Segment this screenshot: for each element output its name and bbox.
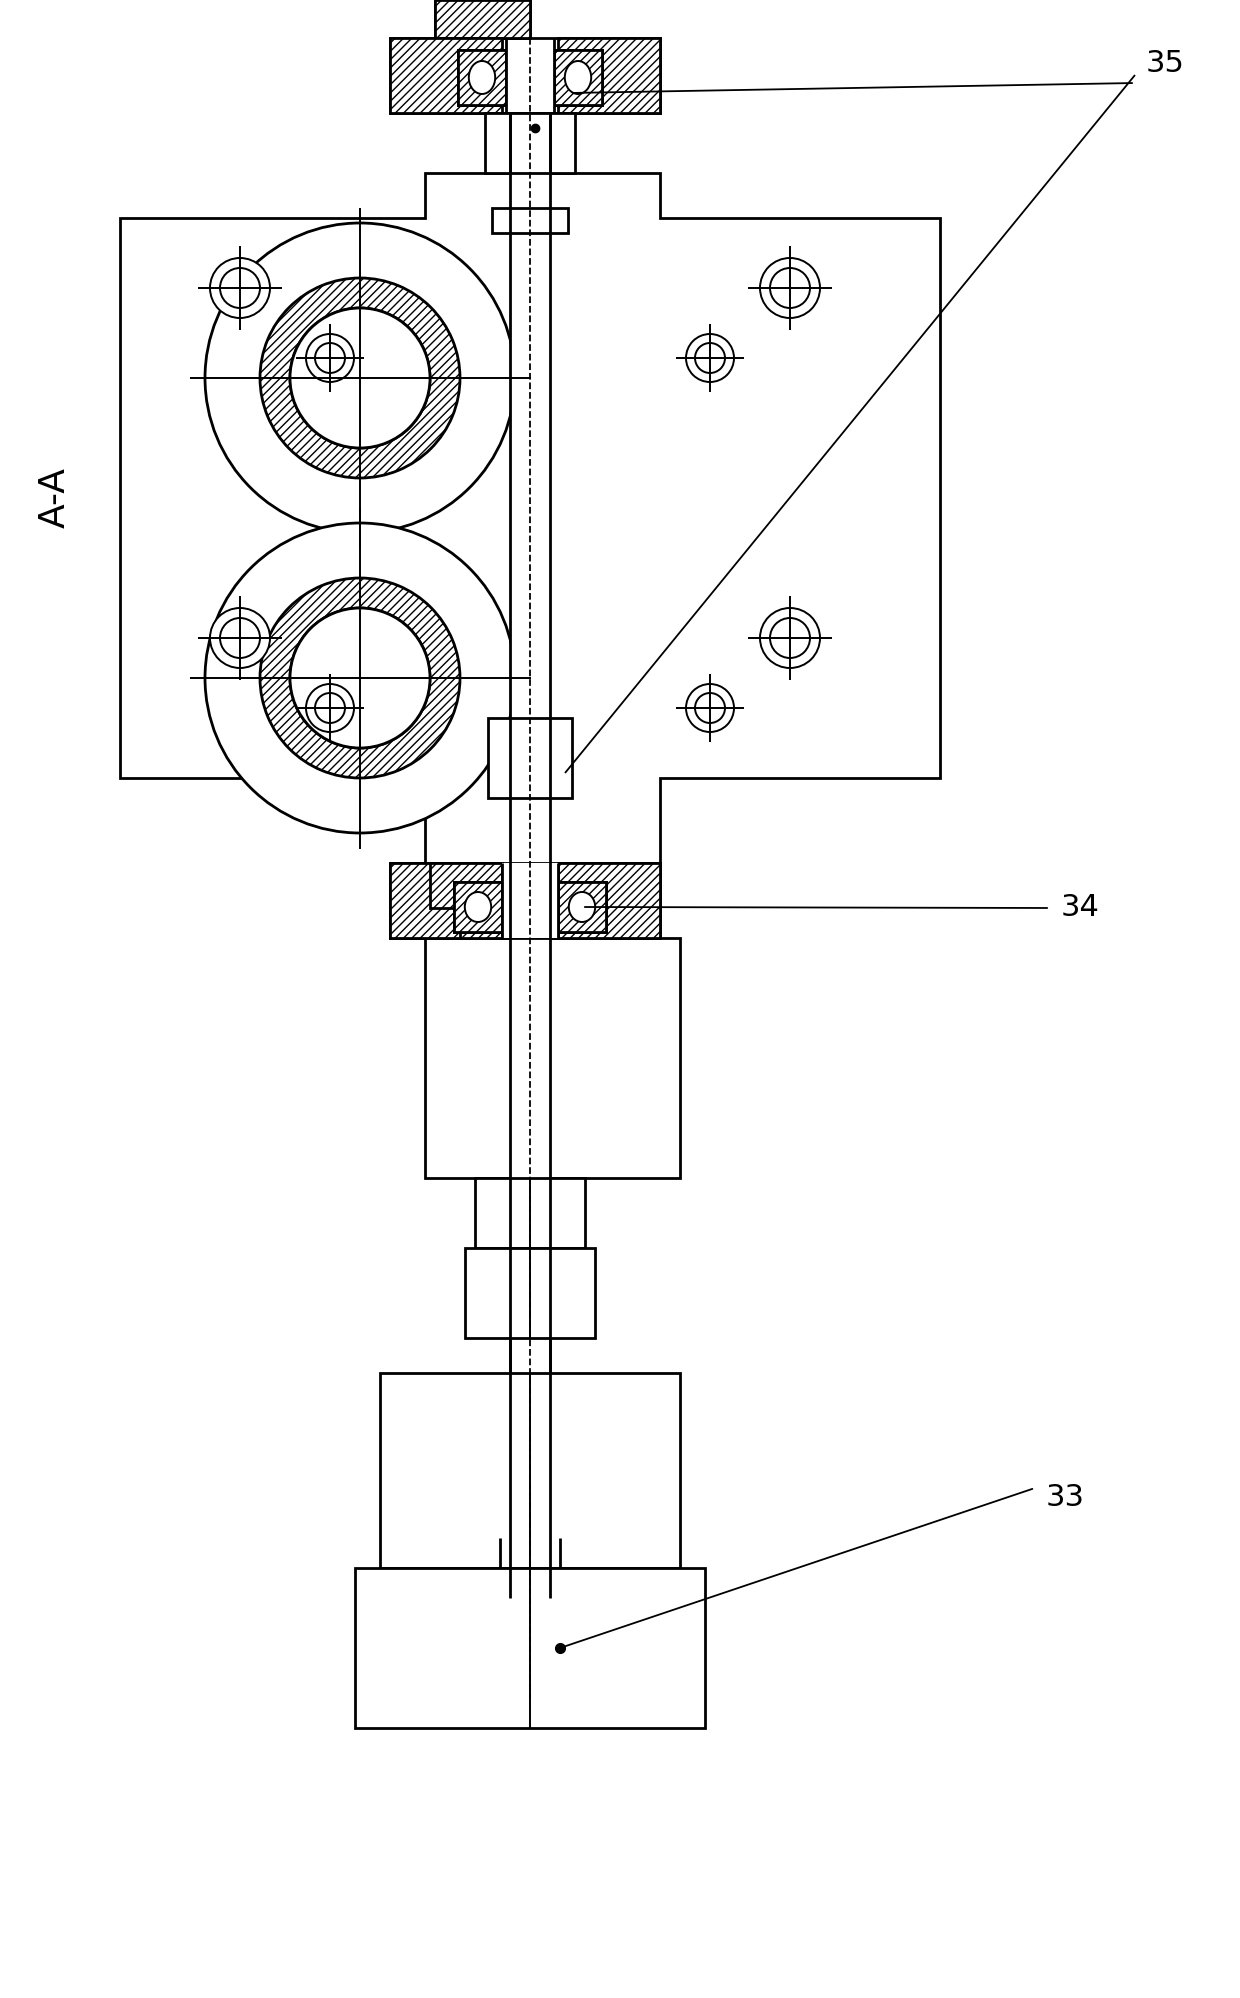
Text: A-A: A-A bbox=[38, 468, 72, 529]
Bar bbox=[554, 50, 601, 106]
Circle shape bbox=[205, 523, 515, 833]
Circle shape bbox=[760, 258, 820, 318]
Polygon shape bbox=[391, 38, 502, 114]
Circle shape bbox=[694, 344, 725, 374]
Bar bbox=[391, 863, 660, 937]
Bar bbox=[435, 0, 529, 38]
Circle shape bbox=[205, 224, 515, 533]
Circle shape bbox=[210, 258, 270, 318]
Polygon shape bbox=[454, 881, 502, 931]
Polygon shape bbox=[558, 38, 660, 114]
Circle shape bbox=[770, 268, 810, 308]
Polygon shape bbox=[458, 50, 506, 106]
Circle shape bbox=[760, 607, 820, 667]
Polygon shape bbox=[435, 0, 529, 38]
Bar bbox=[458, 50, 506, 106]
Circle shape bbox=[306, 334, 353, 382]
Bar bbox=[558, 881, 606, 931]
Bar bbox=[379, 1373, 680, 1568]
Bar bbox=[502, 863, 558, 937]
Polygon shape bbox=[120, 174, 940, 897]
Polygon shape bbox=[391, 863, 502, 937]
Bar bbox=[492, 208, 568, 234]
Polygon shape bbox=[554, 50, 601, 106]
Circle shape bbox=[290, 607, 430, 747]
Circle shape bbox=[219, 617, 260, 657]
Circle shape bbox=[694, 693, 725, 723]
Wedge shape bbox=[260, 577, 460, 777]
Circle shape bbox=[210, 607, 270, 667]
Bar bbox=[465, 1249, 595, 1339]
Ellipse shape bbox=[569, 891, 595, 921]
Bar bbox=[355, 1568, 706, 1728]
Circle shape bbox=[290, 308, 430, 448]
Polygon shape bbox=[558, 881, 606, 931]
Bar bbox=[475, 1179, 585, 1249]
Circle shape bbox=[315, 344, 345, 374]
Polygon shape bbox=[391, 863, 460, 937]
Text: 34: 34 bbox=[1060, 893, 1100, 923]
Ellipse shape bbox=[469, 62, 495, 94]
Ellipse shape bbox=[465, 891, 491, 921]
Bar bbox=[510, 114, 551, 1598]
Bar bbox=[506, 48, 554, 108]
Circle shape bbox=[315, 693, 345, 723]
Wedge shape bbox=[260, 278, 460, 478]
Bar bbox=[489, 717, 572, 797]
Bar bbox=[485, 114, 575, 174]
Circle shape bbox=[306, 683, 353, 731]
Circle shape bbox=[686, 683, 734, 731]
Circle shape bbox=[770, 617, 810, 657]
Text: 35: 35 bbox=[1146, 48, 1184, 78]
Polygon shape bbox=[558, 863, 660, 937]
Circle shape bbox=[219, 268, 260, 308]
Bar bbox=[425, 937, 680, 1179]
Bar bbox=[391, 38, 660, 114]
Bar bbox=[454, 881, 502, 931]
Text: 33: 33 bbox=[1045, 1483, 1085, 1512]
Circle shape bbox=[686, 334, 734, 382]
Ellipse shape bbox=[564, 62, 591, 94]
